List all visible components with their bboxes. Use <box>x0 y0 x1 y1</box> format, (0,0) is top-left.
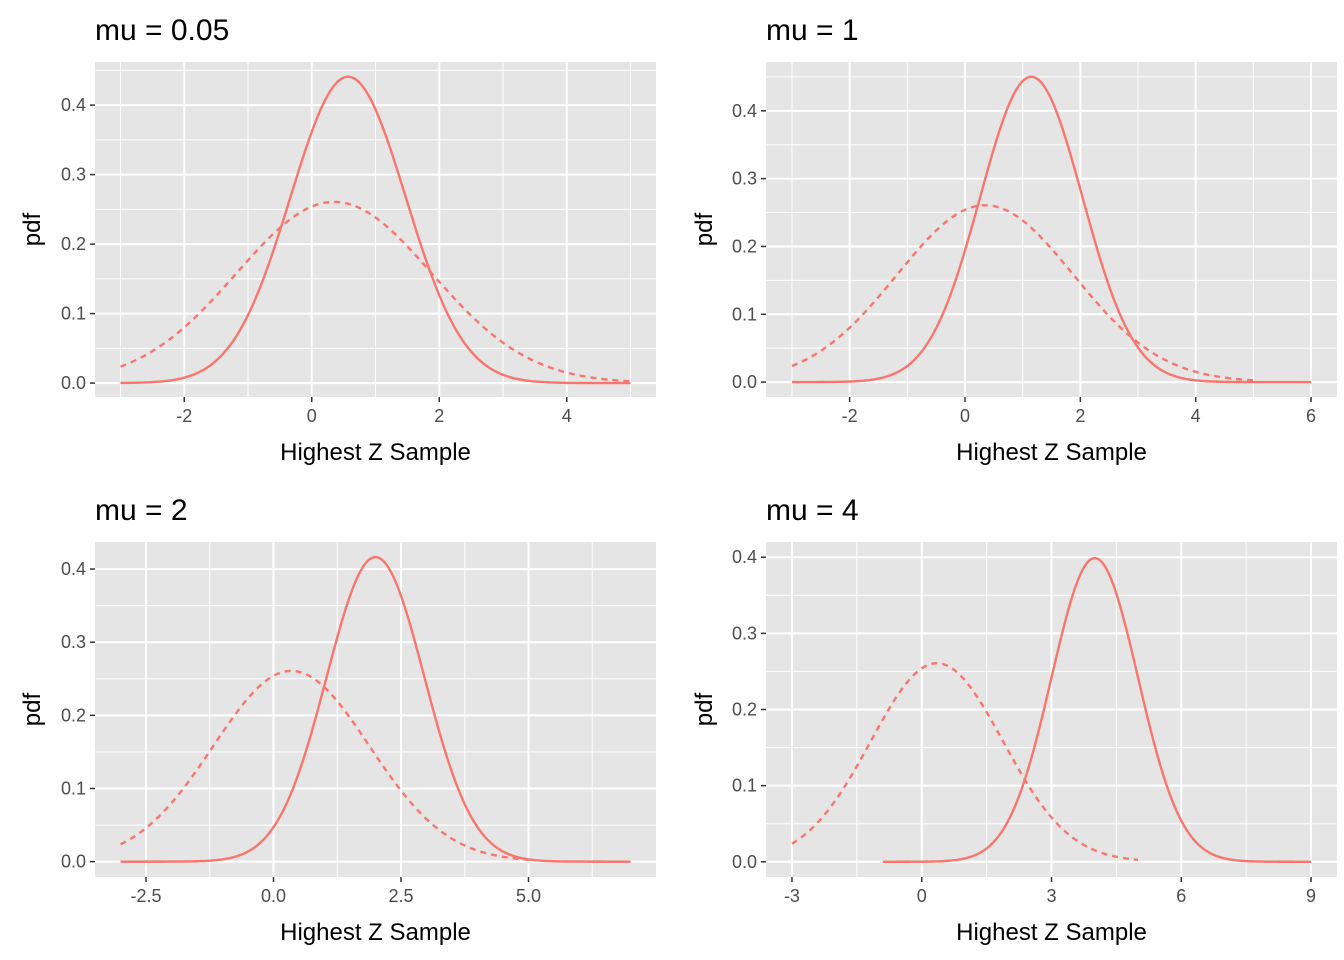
x-axis-label: Highest Z Sample <box>956 919 1147 946</box>
x-tick-label: 3 <box>1046 886 1056 906</box>
density-curve-solid <box>791 75 1312 384</box>
y-tick-label: 0.3 <box>61 632 86 652</box>
y-tick-label: 0.1 <box>732 776 757 796</box>
x-tick-label: 6 <box>1176 886 1186 906</box>
y-tick-label: 0.1 <box>61 304 86 324</box>
x-tick-label: 4 <box>562 406 572 426</box>
x-axis-label: Highest Z Sample <box>956 439 1147 466</box>
y-tick-label: 0.4 <box>732 101 757 121</box>
y-tick-label: 0.1 <box>732 304 757 324</box>
density-curve-solid <box>120 555 631 863</box>
plot-background <box>95 542 656 877</box>
x-tick-label: -2 <box>842 406 858 426</box>
x-axis-label: Highest Z Sample <box>280 919 471 946</box>
y-tick-label: 0.2 <box>732 700 757 720</box>
x-axis-label: Highest Z Sample <box>280 439 471 466</box>
x-tick-label: -3 <box>784 886 800 906</box>
y-tick-label: 0.4 <box>732 547 757 567</box>
y-axis-label: pdf <box>19 692 46 726</box>
x-tick-label: 0 <box>307 406 317 426</box>
x-tick-label: 4 <box>1191 406 1201 426</box>
x-tick-label: -2.5 <box>130 886 161 906</box>
density-curve-solid <box>120 75 631 385</box>
panel-3: -2.5 0.0 2.5 5.0 0.0 0.1 0.2 0.3 0.4 mu = 2 Highes… <box>19 494 656 946</box>
y-tick-label: 0.1 <box>61 778 86 798</box>
y-tick-label: 0.2 <box>61 234 86 254</box>
panel-2: -2 0 2 4 6 0.0 0.1 0.2 0.3 0.4 mu = 1 Highest Z Sam… <box>691 14 1337 466</box>
y-tick-label: 0.4 <box>61 559 86 579</box>
panel-4: -3 0 3 6 9 0.0 0.1 0.2 0.3 0.4 mu = 4 Highest Z Sam… <box>691 494 1337 946</box>
x-tick-label: 2 <box>1075 406 1085 426</box>
x-tick-label: 2 <box>434 406 444 426</box>
x-tick-label: 9 <box>1306 886 1316 906</box>
density-curve-dashed <box>791 204 1254 382</box>
x-tick-label: 0 <box>917 886 927 906</box>
y-tick-label: 0.0 <box>732 852 757 872</box>
x-tick-label: 5.0 <box>516 886 541 906</box>
y-axis-label: pdf <box>691 212 718 246</box>
density-curve-dashed <box>120 200 631 383</box>
y-tick-label: 0.2 <box>61 705 86 725</box>
x-tick-label: 0.0 <box>261 886 286 906</box>
x-tick-label: 0 <box>960 406 970 426</box>
y-tick-label: 0.0 <box>61 373 86 393</box>
panel-title: mu = 0.05 <box>95 14 229 47</box>
y-tick-label: 0.4 <box>61 95 86 115</box>
y-tick-label: 0.3 <box>61 165 86 185</box>
y-axis-label: pdf <box>691 692 718 726</box>
panel-title: mu = 1 <box>766 14 859 47</box>
x-tick-label: 6 <box>1306 406 1316 426</box>
y-tick-label: 0.0 <box>61 852 86 872</box>
x-tick-label: -2 <box>176 406 192 426</box>
panel-title: mu = 4 <box>766 494 859 527</box>
y-tick-label: 0.2 <box>732 236 757 256</box>
y-tick-label: 0.3 <box>732 623 757 643</box>
y-axis-label: pdf <box>19 212 46 246</box>
y-tick-label: 0.0 <box>732 372 757 392</box>
panel-title: mu = 2 <box>95 494 188 527</box>
density-curve-solid <box>882 556 1312 863</box>
x-tick-label: 2.5 <box>388 886 413 906</box>
y-tick-label: 0.3 <box>732 169 757 189</box>
plot-background <box>766 62 1337 397</box>
density-curve-dashed <box>119 669 529 861</box>
panel-1: -2 0 2 4 0.0 0.1 0.2 0.3 0.4 mu = 0.05 Highest Z S… <box>19 14 656 466</box>
